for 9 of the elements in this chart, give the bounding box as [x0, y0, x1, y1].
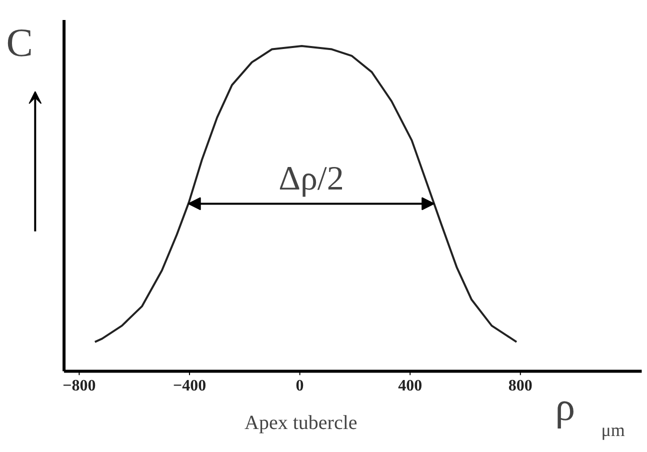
annotation: Δρ/2: [278, 160, 344, 198]
x-tick-label: −400: [172, 377, 206, 394]
x-tick-label: 0: [296, 377, 304, 394]
x-tick-label: −800: [62, 377, 96, 394]
x-axis-title: ρμm: [555, 384, 625, 440]
y-axis-title: C: [6, 20, 33, 66]
text: Apex tubercle: [244, 412, 358, 434]
x-tick-label: 800: [508, 377, 532, 394]
x-tick-label: 400: [398, 377, 422, 394]
